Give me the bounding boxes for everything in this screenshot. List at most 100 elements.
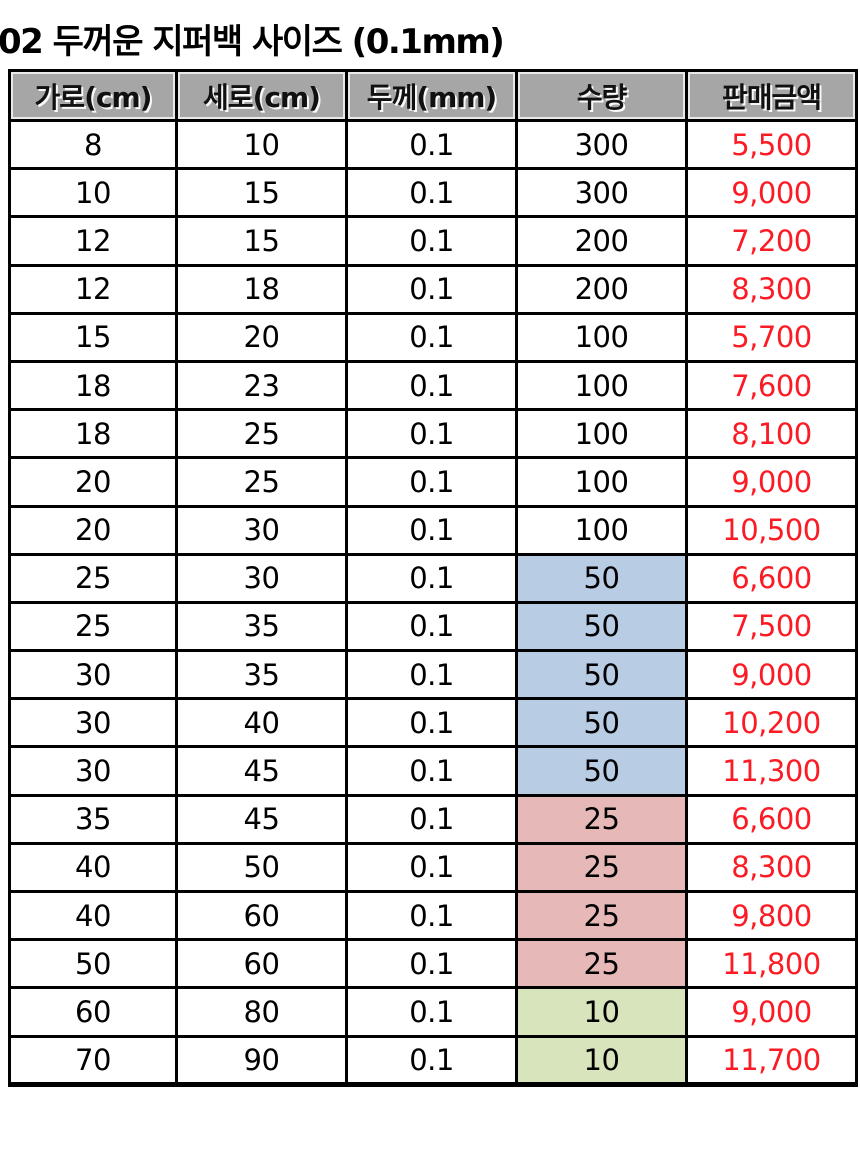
cell-width: 40 [8, 841, 178, 894]
table-row: 30 45 0.1 50 11,300 [8, 745, 858, 797]
cell-width: 50 [8, 938, 178, 990]
cell-height: 60 [175, 938, 348, 990]
cell-price: 9,000 [685, 986, 858, 1038]
table-row: 30 35 0.1 50 9,000 [8, 649, 858, 701]
cell-height: 80 [175, 986, 348, 1038]
cell-height: 25 [175, 408, 348, 460]
cell-width: 30 [8, 745, 178, 797]
cell-thickness: 0.1 [345, 215, 518, 267]
cell-quantity: 25 [515, 889, 688, 942]
cell-thickness: 0.1 [345, 552, 518, 604]
cell-thickness: 0.1 [345, 938, 518, 990]
table-row: 12 18 0.1 200 8,300 [8, 263, 858, 315]
cell-width: 20 [8, 504, 178, 556]
cell-thickness: 0.1 [345, 841, 518, 894]
cell-width: 12 [8, 263, 178, 315]
cell-quantity: 25 [515, 793, 688, 845]
cell-thickness: 0.1 [345, 408, 518, 460]
table-row: 70 90 0.1 10 11,700 [8, 1034, 858, 1087]
table-row: 40 60 0.1 25 9,800 [8, 889, 858, 942]
cell-height: 30 [175, 504, 348, 556]
cell-height: 25 [175, 456, 348, 508]
table-row: 10 15 0.1 300 9,000 [8, 167, 858, 219]
cell-height: 30 [175, 552, 348, 604]
page-title: 02 두꺼운 지퍼백 사이즈 (0.1mm) [0, 22, 505, 62]
col-header-height: 세로(cm) [175, 69, 348, 122]
cell-thickness: 0.1 [345, 456, 518, 508]
cell-price: 11,800 [685, 938, 858, 990]
cell-thickness: 0.1 [345, 504, 518, 556]
cell-quantity: 300 [515, 118, 688, 171]
cell-width: 40 [8, 889, 178, 942]
cell-quantity: 10 [515, 986, 688, 1038]
cell-price: 7,200 [685, 215, 858, 267]
cell-height: 15 [175, 167, 348, 219]
cell-height: 45 [175, 745, 348, 797]
cell-quantity: 25 [515, 938, 688, 990]
cell-thickness: 0.1 [345, 1034, 518, 1087]
table-row: 20 30 0.1 100 10,500 [8, 504, 858, 556]
cell-height: 60 [175, 889, 348, 942]
cell-width: 10 [8, 167, 178, 219]
cell-quantity: 200 [515, 263, 688, 315]
table-row: 60 80 0.1 10 9,000 [8, 986, 858, 1038]
cell-price: 6,600 [685, 552, 858, 604]
cell-width: 15 [8, 311, 178, 363]
cell-height: 90 [175, 1034, 348, 1087]
cell-height: 10 [175, 118, 348, 171]
cell-price: 6,600 [685, 793, 858, 845]
cell-thickness: 0.1 [345, 889, 518, 942]
col-header-quantity: 수량 [515, 69, 688, 122]
cell-quantity: 50 [515, 552, 688, 604]
cell-height: 35 [175, 649, 348, 701]
cell-quantity: 100 [515, 456, 688, 508]
col-header-price: 판매금액 [685, 69, 858, 122]
cell-quantity: 50 [515, 600, 688, 653]
cell-thickness: 0.1 [345, 118, 518, 171]
cell-quantity: 100 [515, 504, 688, 556]
table-row: 40 50 0.1 25 8,300 [8, 841, 858, 894]
cell-price: 8,100 [685, 408, 858, 460]
cell-height: 35 [175, 600, 348, 653]
table-body: 8 10 0.1 300 5,500 10 15 0.1 300 9,000 1… [8, 118, 858, 1087]
header-row: 가로(cm) 세로(cm) 두께(mm) 수량 판매금액 [8, 69, 858, 122]
cell-price: 7,600 [685, 359, 858, 412]
cell-thickness: 0.1 [345, 311, 518, 363]
cell-quantity: 300 [515, 167, 688, 219]
cell-quantity: 10 [515, 1034, 688, 1087]
cell-price: 7,500 [685, 600, 858, 653]
cell-width: 25 [8, 600, 178, 653]
cell-quantity: 50 [515, 649, 688, 701]
cell-price: 8,300 [685, 841, 858, 894]
cell-thickness: 0.1 [345, 359, 518, 412]
cell-width: 30 [8, 697, 178, 749]
table-row: 8 10 0.1 300 5,500 [8, 118, 858, 171]
cell-width: 30 [8, 649, 178, 701]
table-row: 25 30 0.1 50 6,600 [8, 552, 858, 604]
table-row: 35 45 0.1 25 6,600 [8, 793, 858, 845]
cell-quantity: 100 [515, 408, 688, 460]
cell-price: 9,000 [685, 456, 858, 508]
cell-thickness: 0.1 [345, 793, 518, 845]
cell-height: 45 [175, 793, 348, 845]
cell-width: 18 [8, 359, 178, 412]
cell-width: 18 [8, 408, 178, 460]
cell-price: 9,800 [685, 889, 858, 942]
table-row: 15 20 0.1 100 5,700 [8, 311, 858, 363]
cell-thickness: 0.1 [345, 167, 518, 219]
cell-price: 8,300 [685, 263, 858, 315]
table-row: 50 60 0.1 25 11,800 [8, 938, 858, 990]
table-row: 18 25 0.1 100 8,100 [8, 408, 858, 460]
cell-quantity: 200 [515, 215, 688, 267]
cell-quantity: 100 [515, 311, 688, 363]
cell-height: 50 [175, 841, 348, 894]
table-row: 25 35 0.1 50 7,500 [8, 600, 858, 653]
table-row: 30 40 0.1 50 10,200 [8, 697, 858, 749]
cell-thickness: 0.1 [345, 745, 518, 797]
cell-thickness: 0.1 [345, 600, 518, 653]
cell-quantity: 50 [515, 697, 688, 749]
cell-price: 10,200 [685, 697, 858, 749]
cell-height: 15 [175, 215, 348, 267]
cell-quantity: 25 [515, 841, 688, 894]
cell-thickness: 0.1 [345, 986, 518, 1038]
